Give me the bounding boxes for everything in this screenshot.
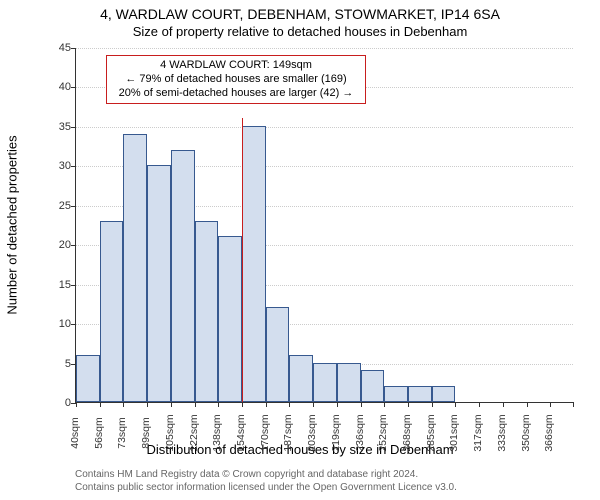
- x-tick-label: 73sqm: [116, 417, 128, 449]
- x-tick-mark: [455, 402, 456, 407]
- x-axis-label: Distribution of detached houses by size …: [0, 442, 600, 457]
- y-tick-label: 45: [31, 42, 71, 54]
- chart-title: 4, WARDLAW COURT, DEBENHAM, STOWMARKET, …: [0, 6, 600, 22]
- gridline: [76, 127, 573, 128]
- y-tick-label: 10: [31, 318, 71, 330]
- x-tick-label: 317sqm: [472, 414, 484, 451]
- x-tick-mark: [289, 402, 290, 407]
- chart-subtitle: Size of property relative to detached ho…: [0, 24, 600, 39]
- y-tick-mark: [71, 324, 76, 325]
- x-tick-label: 268sqm: [401, 414, 413, 451]
- x-tick-mark: [147, 402, 148, 407]
- histogram-bar: [408, 386, 432, 402]
- x-tick-label: 236sqm: [354, 414, 366, 451]
- x-tick-label: 122sqm: [188, 414, 200, 451]
- x-tick-mark: [573, 402, 574, 407]
- info-line-1: 4 WARDLAW COURT: 149sqm: [113, 59, 359, 73]
- x-tick-label: 333sqm: [496, 414, 508, 451]
- gridline: [76, 48, 573, 49]
- x-tick-mark: [195, 402, 196, 407]
- y-tick-mark: [71, 285, 76, 286]
- x-tick-mark: [337, 402, 338, 407]
- y-tick-mark: [71, 206, 76, 207]
- x-tick-mark: [313, 402, 314, 407]
- x-tick-mark: [408, 402, 409, 407]
- histogram-bar: [361, 370, 385, 402]
- y-tick-mark: [71, 127, 76, 128]
- histogram-bar: [100, 221, 124, 402]
- x-tick-mark: [266, 402, 267, 407]
- x-tick-mark: [76, 402, 77, 407]
- x-tick-mark: [550, 402, 551, 407]
- x-tick-label: 40sqm: [69, 417, 81, 449]
- x-tick-mark: [242, 402, 243, 407]
- x-tick-mark: [100, 402, 101, 407]
- x-tick-label: 366sqm: [543, 414, 555, 451]
- histogram-bar: [289, 355, 313, 402]
- x-tick-label: 252sqm: [377, 414, 389, 451]
- x-tick-mark: [171, 402, 172, 407]
- histogram-bar: [147, 165, 171, 402]
- x-tick-label: 154sqm: [235, 414, 247, 451]
- chart-footer: Contains HM Land Registry data © Crown c…: [75, 469, 457, 494]
- histogram-bar: [242, 126, 266, 402]
- histogram-bar: [384, 386, 408, 402]
- y-tick-label: 15: [31, 279, 71, 291]
- y-tick-label: 40: [31, 81, 71, 93]
- y-tick-mark: [71, 87, 76, 88]
- x-tick-label: 301sqm: [448, 414, 460, 451]
- x-tick-label: 187sqm: [282, 414, 294, 451]
- x-tick-mark: [503, 402, 504, 407]
- x-tick-mark: [527, 402, 528, 407]
- footer-line-2: Contains public sector information licen…: [75, 482, 457, 495]
- histogram-bar: [432, 386, 456, 402]
- histogram-bar: [266, 307, 290, 402]
- y-axis-label: Number of detached properties: [5, 135, 20, 314]
- histogram-bar: [218, 236, 242, 402]
- y-tick-label: 0: [31, 397, 71, 409]
- histogram-bar: [195, 221, 219, 402]
- x-tick-mark: [384, 402, 385, 407]
- y-tick-label: 20: [31, 239, 71, 251]
- histogram-bar: [123, 134, 147, 402]
- y-tick-label: 30: [31, 160, 71, 172]
- x-tick-mark: [123, 402, 124, 407]
- marker-line: [242, 118, 243, 402]
- x-tick-label: 105sqm: [164, 414, 176, 451]
- x-tick-mark: [218, 402, 219, 407]
- y-tick-label: 25: [31, 200, 71, 212]
- x-tick-label: 285sqm: [425, 414, 437, 451]
- x-tick-label: 350sqm: [520, 414, 532, 451]
- x-tick-label: 56sqm: [93, 417, 105, 449]
- histogram-bar: [171, 150, 195, 402]
- chart-container: { "chart": { "type": "histogram", "title…: [0, 0, 600, 500]
- x-tick-label: 138sqm: [211, 414, 223, 451]
- x-tick-label: 89sqm: [140, 417, 152, 449]
- y-tick-label: 5: [31, 358, 71, 370]
- histogram-bar: [313, 363, 337, 402]
- y-tick-mark: [71, 48, 76, 49]
- y-tick-mark: [71, 245, 76, 246]
- info-line-3: 20% of semi-detached houses are larger (…: [113, 87, 359, 101]
- histogram-bar: [337, 363, 361, 402]
- y-tick-label: 35: [31, 121, 71, 133]
- info-box: 4 WARDLAW COURT: 149sqm ← 79% of detache…: [106, 55, 366, 104]
- info-line-2: ← 79% of detached houses are smaller (16…: [113, 73, 359, 87]
- x-tick-label: 203sqm: [306, 414, 318, 451]
- y-tick-mark: [71, 166, 76, 167]
- x-tick-mark: [361, 402, 362, 407]
- x-tick-mark: [432, 402, 433, 407]
- plot-area: 4 WARDLAW COURT: 149sqm ← 79% of detache…: [75, 48, 573, 403]
- histogram-bar: [76, 355, 100, 402]
- x-tick-label: 219sqm: [330, 414, 342, 451]
- x-tick-label: 170sqm: [259, 414, 271, 451]
- x-tick-mark: [479, 402, 480, 407]
- footer-line-1: Contains HM Land Registry data © Crown c…: [75, 469, 457, 482]
